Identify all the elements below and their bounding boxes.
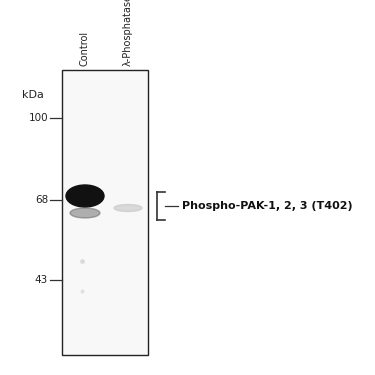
Text: 43: 43 — [35, 275, 48, 285]
Text: kDa: kDa — [22, 90, 44, 100]
Text: λ-Phosphatase: λ-Phosphatase — [123, 0, 133, 66]
Text: 68: 68 — [35, 195, 48, 205]
Text: Control: Control — [80, 31, 90, 66]
Ellipse shape — [70, 208, 100, 218]
Ellipse shape — [66, 185, 104, 207]
Ellipse shape — [114, 204, 142, 212]
Text: 100: 100 — [28, 113, 48, 123]
Text: Phospho-PAK-1, 2, 3 (T402): Phospho-PAK-1, 2, 3 (T402) — [182, 201, 352, 211]
Bar — [62, 70, 148, 355]
